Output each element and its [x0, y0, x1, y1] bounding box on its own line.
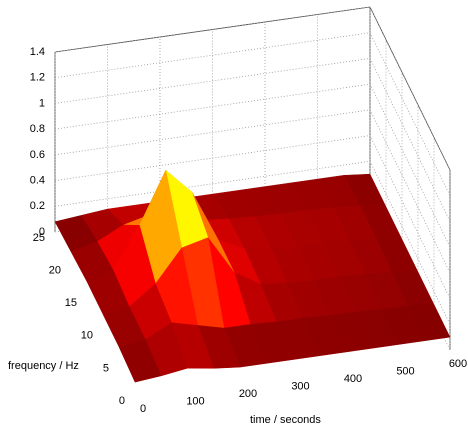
grid-line [54, 160, 371, 207]
y-tick-label: 20 [49, 265, 61, 277]
z-tick-label: 0.2 [30, 200, 45, 212]
grid-line [369, 83, 451, 248]
x-tick-label: 200 [239, 388, 257, 400]
grid-line [54, 109, 371, 156]
z-tick-label: 1 [39, 97, 45, 109]
z-tick-label: 0 [39, 226, 45, 238]
z-tick-label: 0.6 [30, 149, 45, 161]
x-tick-label: 500 [396, 365, 414, 377]
grid-line [369, 135, 451, 299]
grid-line [369, 6, 451, 171]
grid-line [369, 32, 451, 196]
z-tick-label: 0.4 [30, 174, 45, 186]
y-tick-label: 5 [103, 362, 109, 374]
surface-patch [118, 339, 162, 383]
x-axis-label: time / seconds [250, 414, 321, 426]
y-tick-label: 15 [65, 297, 77, 309]
grid-line [369, 58, 451, 222]
x-tick-label: 600 [449, 358, 467, 370]
x-tick-label: 300 [291, 380, 309, 392]
x-tick-label: 100 [186, 395, 204, 407]
y-tick-label: 0 [119, 395, 125, 407]
z-tick-label: 1.2 [30, 72, 45, 84]
z-tick-label: 1.4 [30, 46, 45, 58]
grid-line [54, 32, 371, 79]
grid-line [54, 6, 371, 53]
z-tick-label: 0.8 [30, 123, 45, 135]
y-tick-label: 10 [81, 330, 93, 342]
x-tick-label: 400 [344, 373, 362, 385]
grid-line [369, 161, 451, 325]
grid-line [369, 109, 451, 274]
y-tick-label: 25 [33, 232, 45, 244]
y-axis-label: frequency / Hz [8, 360, 79, 372]
grid-line [54, 58, 371, 104]
x-tick-label: 0 [140, 403, 146, 415]
